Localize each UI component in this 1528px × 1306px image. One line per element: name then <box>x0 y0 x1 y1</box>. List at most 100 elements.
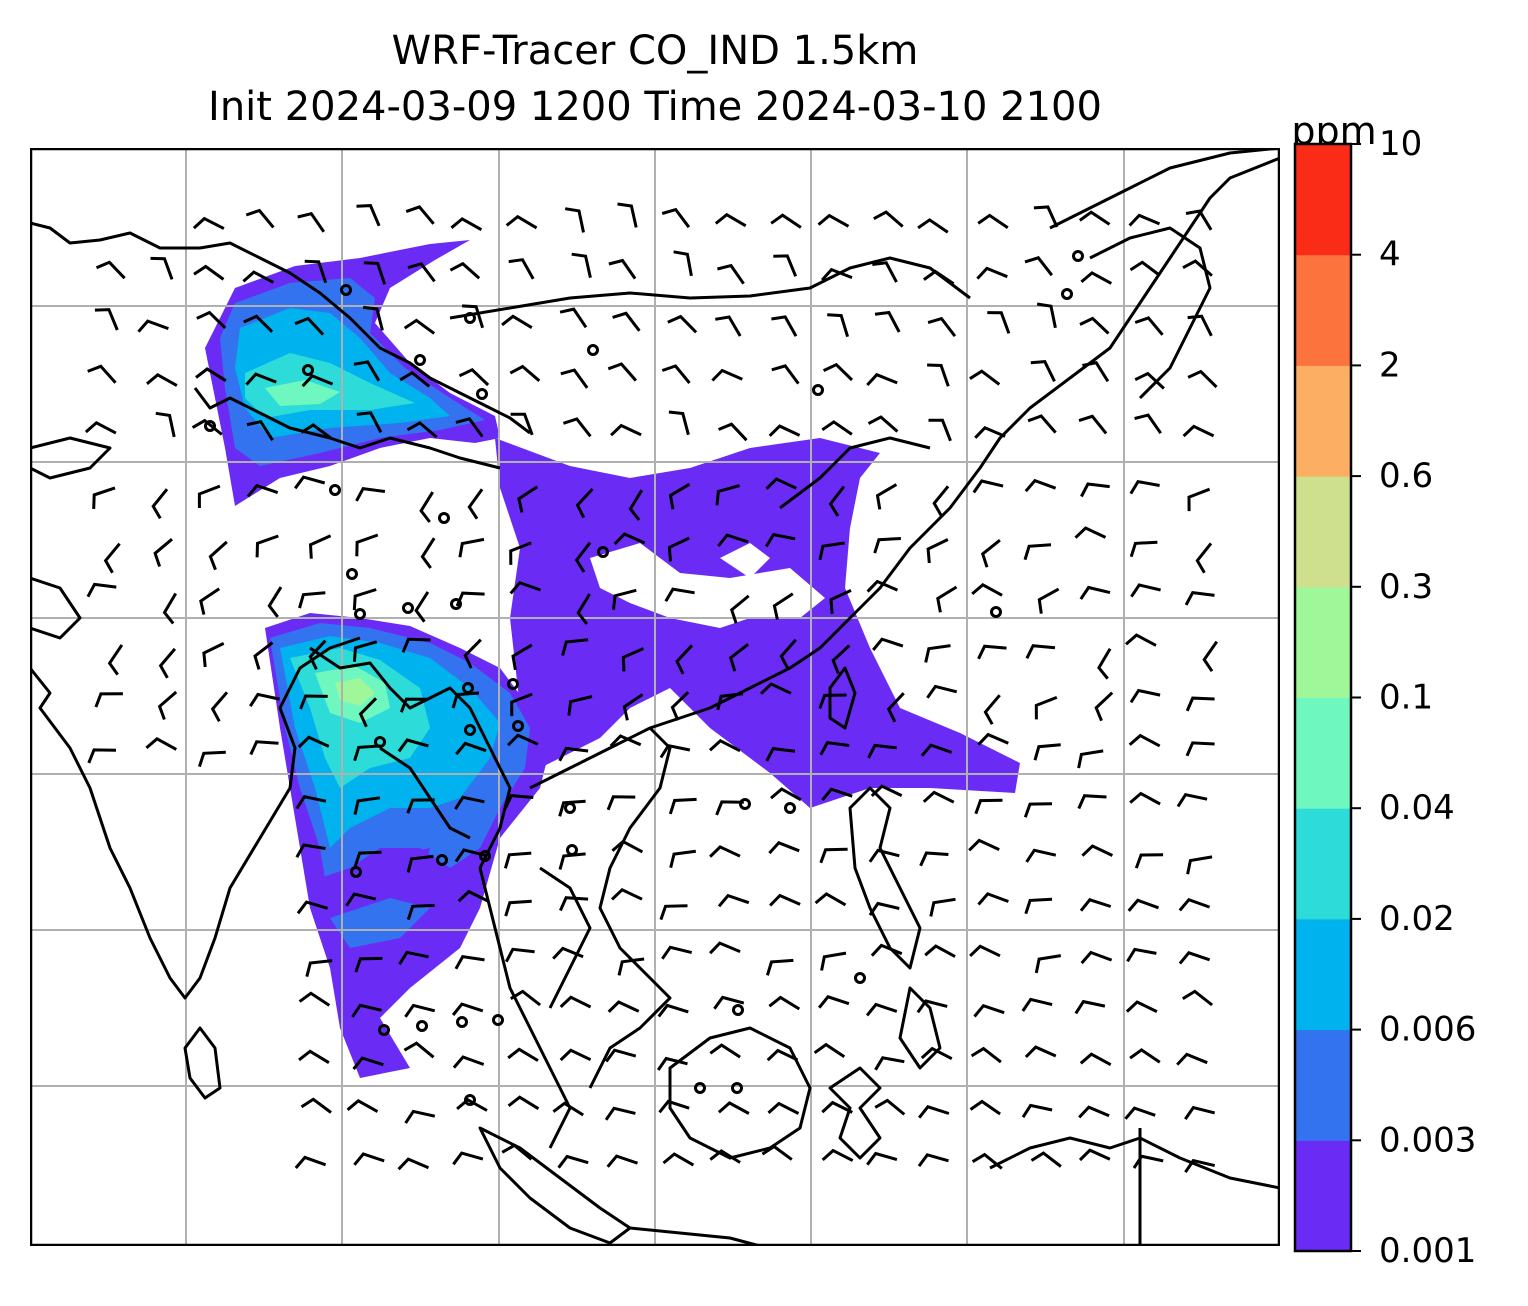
colorbar-segment <box>1295 1029 1351 1141</box>
wind-barb <box>249 740 279 756</box>
wind-barb <box>919 851 949 867</box>
wind-barb <box>1025 848 1057 863</box>
colorbar-segment <box>1295 365 1351 477</box>
wind-barb <box>977 732 1009 746</box>
wind-barb <box>300 1097 332 1114</box>
wind-barb <box>932 485 950 517</box>
wind-barb <box>1081 844 1114 857</box>
wind-barb <box>1024 478 1057 493</box>
wind-barb <box>1176 793 1208 808</box>
wind-barb <box>974 798 1003 815</box>
wind-barb <box>820 951 847 971</box>
wind-barb <box>407 262 436 283</box>
wind-barb <box>509 364 541 382</box>
wind-barb <box>1126 947 1157 963</box>
wind-barb <box>567 695 593 716</box>
plume-tail-1 <box>320 848 430 918</box>
wind-barb <box>202 642 225 668</box>
wind-barb <box>827 313 850 338</box>
wind-barb <box>728 643 750 672</box>
wind-barb <box>1024 897 1053 915</box>
colorbar-tick-label: 10 <box>1379 124 1422 164</box>
wind-barb <box>294 316 325 336</box>
wind-barb <box>452 1055 485 1069</box>
wind-barb <box>760 682 792 695</box>
wind-barb <box>1202 640 1219 673</box>
wind-barb <box>1094 691 1114 722</box>
wind-barb <box>145 736 178 751</box>
wind-barb <box>293 475 326 490</box>
wind-barb <box>711 368 743 382</box>
wind-barb <box>622 693 644 721</box>
wind-barb <box>451 1002 484 1016</box>
wind-barb <box>969 944 1001 958</box>
wind-barb <box>197 484 221 508</box>
wind-barb <box>971 1152 1003 1170</box>
wind-barb <box>971 582 1003 597</box>
wind-barb <box>398 950 429 966</box>
wind-barb <box>1079 898 1112 912</box>
wind-barb <box>454 954 485 970</box>
wind-barb <box>658 1099 690 1114</box>
wind-barb <box>821 787 853 802</box>
wind-barb <box>353 360 381 382</box>
wind-barb <box>918 1105 950 1119</box>
wind-barb <box>867 415 899 433</box>
wind-barb <box>510 412 534 436</box>
wind-barb <box>866 579 899 593</box>
wind-barb <box>708 738 741 753</box>
wind-barb <box>717 893 750 908</box>
wind-barb <box>298 1049 330 1064</box>
wind-barb <box>249 692 280 708</box>
wind-barb <box>1078 210 1111 226</box>
colorbar-tick-label: 2 <box>1379 345 1401 385</box>
colorbar-segments <box>1295 144 1351 1252</box>
map-panel <box>30 148 1280 1246</box>
wind-barb <box>308 534 332 559</box>
wind-barb <box>1077 794 1107 810</box>
wind-barb <box>304 259 328 284</box>
wind-barb <box>1034 696 1058 720</box>
wind-barb <box>922 790 955 804</box>
wind-barb <box>1128 213 1161 227</box>
wind-barb <box>916 999 948 1014</box>
wind-barb <box>399 370 431 388</box>
wind-barb <box>1185 696 1215 712</box>
wind-barb <box>146 372 178 387</box>
wind-barb <box>606 1154 638 1168</box>
wind-barb <box>1030 1151 1062 1168</box>
wind-barb <box>1185 741 1215 757</box>
wind-barb <box>605 1048 637 1063</box>
colorbar-segment <box>1295 808 1351 920</box>
wind-barb <box>301 374 334 388</box>
wind-barb <box>406 854 434 873</box>
wind-barb <box>1023 543 1052 561</box>
tracer-plume <box>205 240 1020 1078</box>
wind-barb <box>715 315 742 337</box>
wind-barb <box>358 697 378 728</box>
wind-barb <box>94 692 123 708</box>
wind-barb <box>657 1003 689 1018</box>
colorbar-tick-label: 0.04 <box>1379 788 1455 828</box>
wind-barb <box>457 889 490 903</box>
wind-barb <box>1187 314 1213 337</box>
wind-barb <box>1128 733 1161 748</box>
wind-barb <box>771 364 800 385</box>
wind-barb <box>977 892 1009 906</box>
wind-barb <box>456 1097 488 1112</box>
wind-barb <box>1024 1045 1057 1059</box>
wind-barb <box>192 216 225 230</box>
wind-barb <box>559 307 588 329</box>
wind-barb <box>1079 585 1111 600</box>
wind-barb <box>1129 260 1161 277</box>
wind-barb <box>818 541 845 561</box>
wind-barb <box>1195 542 1213 574</box>
wind-barbs <box>84 202 1219 1174</box>
wind-barb <box>300 423 332 440</box>
wind-barb <box>923 269 955 285</box>
wind-barb <box>510 692 533 717</box>
wind-barb <box>607 1000 640 1013</box>
wind-barb <box>1079 1052 1112 1067</box>
colorbar-segment <box>1295 144 1351 256</box>
wind-barb <box>779 638 797 670</box>
